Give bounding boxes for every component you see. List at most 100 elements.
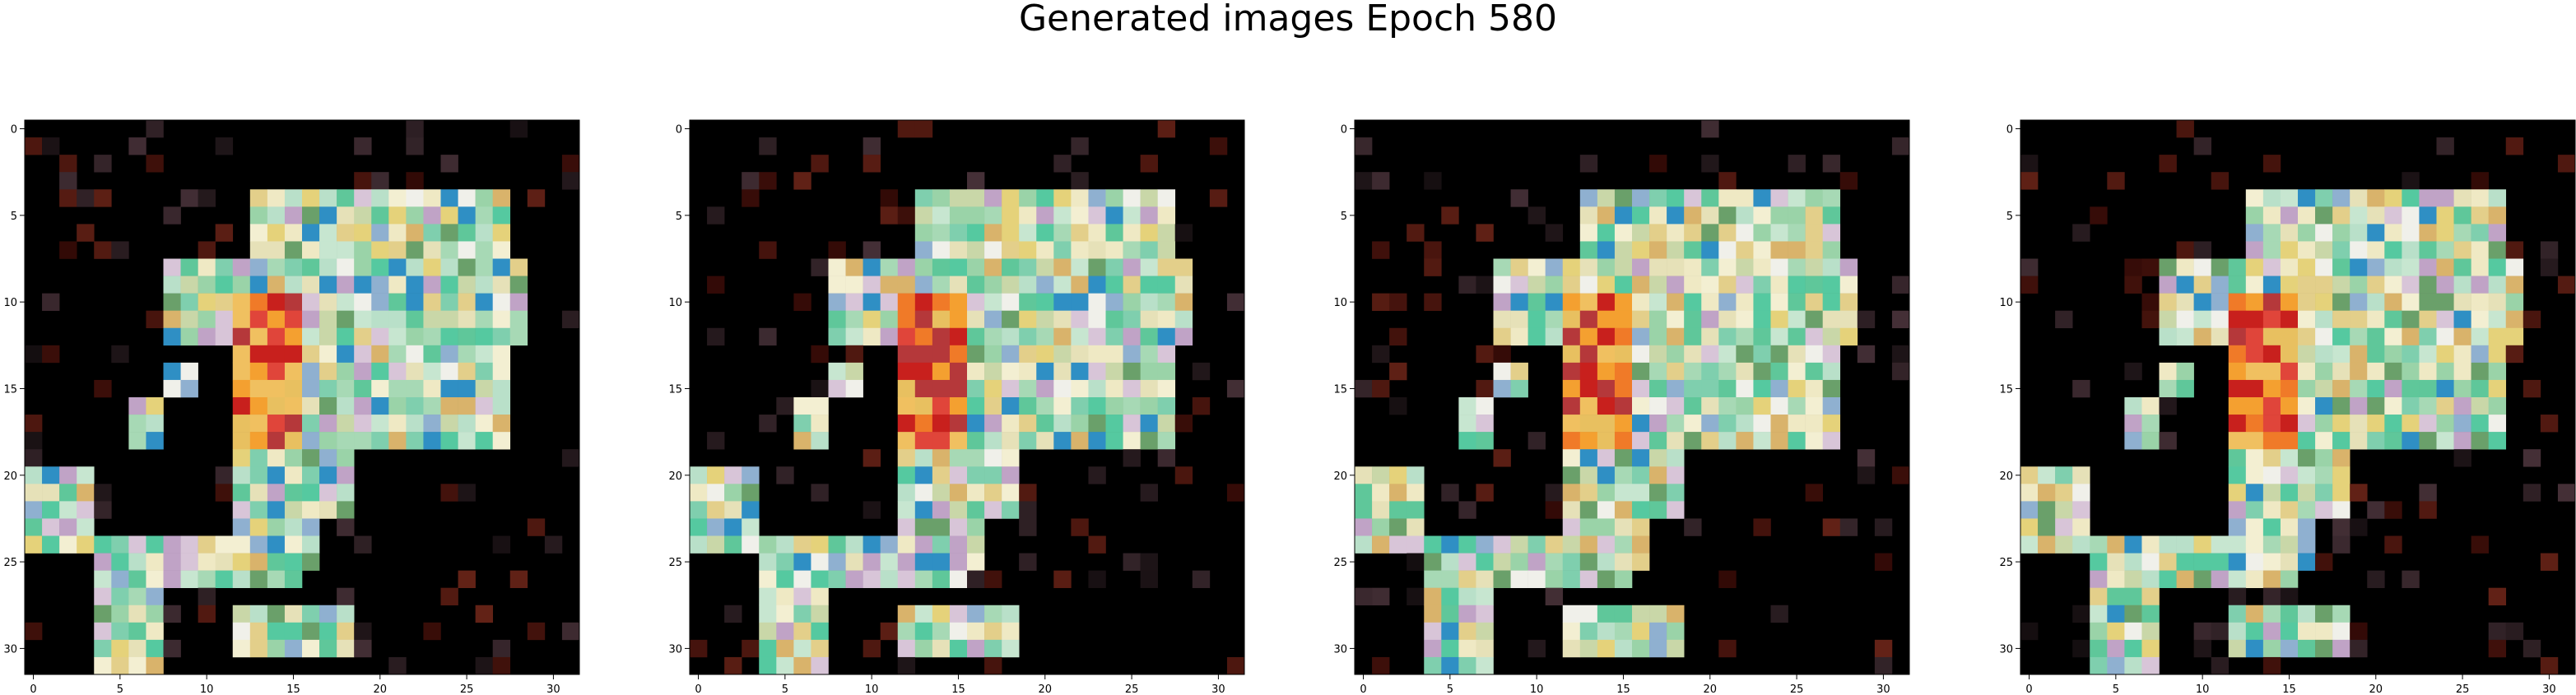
- pixel: [2488, 379, 2507, 398]
- pixel: [2332, 206, 2350, 225]
- pixel: [1649, 362, 1667, 381]
- pixel: [914, 535, 933, 554]
- pixel: [1822, 189, 1841, 207]
- pixel: [759, 415, 777, 433]
- pixel: [1545, 570, 1564, 588]
- x-tick-label: 25: [460, 683, 474, 695]
- pixel: [1579, 293, 1598, 311]
- pixel: [897, 379, 916, 398]
- pixel: [527, 518, 546, 536]
- pixel: [897, 415, 916, 433]
- pixel: [1597, 449, 1616, 467]
- pixel: [1736, 345, 1754, 364]
- x-tick-label: 15: [286, 683, 300, 695]
- pixel: [1527, 206, 1546, 225]
- pixel: [1036, 206, 1054, 225]
- pixel: [2419, 362, 2437, 381]
- pixel: [1701, 415, 1719, 433]
- pixel: [1372, 172, 1390, 190]
- pixel: [914, 639, 933, 658]
- pixel: [423, 276, 441, 294]
- pixel: [932, 345, 951, 364]
- pixel: [337, 397, 355, 415]
- pixel: [2090, 605, 2108, 623]
- pixel: [1736, 293, 1754, 311]
- pixel: [1579, 327, 1598, 346]
- pixel: [2141, 570, 2160, 588]
- pixel: [863, 137, 881, 155]
- pixel: [1667, 345, 1685, 364]
- pixel: [475, 310, 493, 329]
- pixel: [25, 518, 43, 536]
- pixel: [1614, 189, 1633, 207]
- pixel: [759, 570, 777, 588]
- y-tick-label: 25: [1333, 557, 1347, 569]
- pixel: [759, 639, 777, 658]
- pixel: [2453, 189, 2471, 207]
- pixel: [1649, 605, 1667, 623]
- pixel: [1389, 501, 1407, 519]
- pixel: [2141, 587, 2160, 606]
- pixel: [180, 293, 198, 311]
- pixel: [2436, 276, 2454, 294]
- pixel: [2367, 310, 2385, 329]
- pixel: [319, 310, 337, 329]
- pixel: [1579, 276, 1598, 294]
- pixel: [1805, 189, 1823, 207]
- pixel: [2193, 535, 2211, 554]
- pixel: [1355, 172, 1373, 190]
- pixel: [267, 276, 286, 294]
- pixel: [1649, 345, 1667, 364]
- pixel: [1805, 276, 1823, 294]
- pixel: [1476, 639, 1494, 658]
- pixel: [492, 293, 511, 311]
- pixel: [811, 432, 829, 450]
- pixel: [2090, 587, 2108, 606]
- pixel: [2367, 362, 2385, 381]
- pixel: [249, 258, 268, 276]
- pixel: [2367, 415, 2385, 433]
- pixel: [1579, 189, 1598, 207]
- pixel: [1667, 258, 1685, 276]
- pixel: [1355, 379, 1373, 398]
- pixel: [492, 379, 511, 398]
- pixel: [163, 605, 181, 623]
- pixel: [828, 535, 846, 554]
- pixel: [2176, 310, 2194, 329]
- pixel: [2384, 535, 2402, 554]
- pixel: [1140, 432, 1158, 450]
- pixel: [475, 656, 493, 675]
- pixel: [509, 120, 528, 138]
- pixel: [371, 327, 389, 346]
- pixel: [1632, 449, 1650, 467]
- pixel: [1701, 397, 1719, 415]
- pixel: [1667, 310, 1685, 329]
- pixel: [1579, 553, 1598, 571]
- pixel: [1527, 258, 1546, 276]
- pixel: [146, 415, 164, 433]
- pixel: [284, 535, 303, 554]
- pixel: [371, 310, 389, 329]
- pixel: [1736, 310, 1754, 329]
- pixel: [690, 466, 708, 484]
- y-tick-label: 5: [11, 211, 17, 223]
- pixel: [337, 605, 355, 623]
- pixel: [1088, 535, 1106, 554]
- pixel: [2141, 605, 2160, 623]
- pixel: [284, 379, 303, 398]
- pixel: [1579, 570, 1598, 588]
- pixel: [2020, 466, 2039, 484]
- pixel: [914, 241, 933, 259]
- pixel: [1562, 518, 1581, 536]
- pixel: [1441, 570, 1459, 588]
- pixel: [337, 362, 355, 381]
- pixel: [423, 310, 441, 329]
- pixel: [1579, 397, 1598, 415]
- pixel: [337, 622, 355, 641]
- pixel: [2141, 622, 2160, 641]
- pixel: [2384, 310, 2402, 329]
- pixel: [440, 241, 458, 259]
- pixel: [1088, 397, 1106, 415]
- pixel: [1002, 362, 1020, 381]
- pixel: [1527, 570, 1546, 588]
